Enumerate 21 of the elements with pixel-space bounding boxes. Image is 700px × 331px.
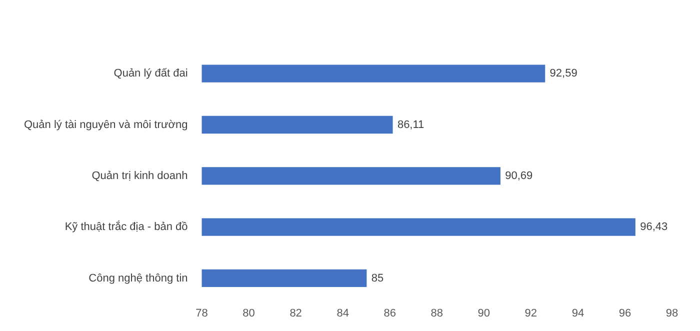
x-tick-label: 98	[666, 307, 678, 320]
x-tick-label: 88	[430, 307, 444, 320]
x-tick-label: 86	[384, 307, 396, 320]
y-tick-label: Quản lý đất đai	[114, 68, 188, 80]
data-label: 92,59	[550, 68, 578, 80]
x-tick-label: 84	[336, 307, 349, 320]
data-label: 90,69	[505, 170, 533, 182]
x-tick-label: 80	[242, 307, 255, 320]
data-label: 86,11	[397, 118, 424, 131]
data-label: 96,43	[640, 221, 668, 234]
x-tick-label: 96	[618, 307, 632, 320]
x-tick-label: 90	[478, 307, 490, 320]
x-tick-label: 82	[290, 307, 302, 320]
y-tick-label: Kỹ thuật trắc địa - bản đồ	[64, 220, 188, 234]
data-label: 85	[371, 272, 384, 284]
x-tick-label: 92	[524, 307, 538, 320]
y-tick-label: Quản lý tài nguyên và môi trường	[24, 118, 188, 131]
x-tick-label: 94	[572, 307, 584, 320]
x-tick-label: 78	[196, 307, 208, 320]
y-tick-label: Quản trị kinh doanh	[92, 170, 188, 182]
y-tick-label: Công nghệ thông tin	[88, 272, 188, 284]
